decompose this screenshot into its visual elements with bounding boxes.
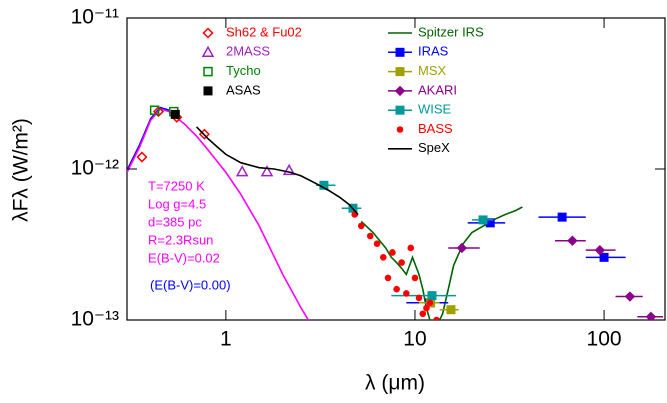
annotation: d=385 pc (148, 214, 202, 229)
marker (403, 290, 410, 297)
annotation: (E(B-V)=0.00) (150, 277, 231, 292)
x-axis-label: λ (μm) (365, 372, 425, 395)
marker (282, 163, 296, 176)
marker (645, 311, 657, 320)
legend-label: Spitzer IRS (418, 24, 484, 39)
marker (384, 274, 392, 282)
marker (427, 291, 437, 301)
model-curve (127, 107, 310, 320)
marker (149, 105, 160, 115)
legend-label: BASS (418, 121, 453, 136)
marker (433, 316, 440, 320)
annotation: E(B-V)=0.02 (148, 250, 220, 265)
marker (411, 274, 419, 282)
y-tick-label: 10⁻¹¹ (71, 6, 119, 29)
marker (260, 165, 274, 177)
legend-label: SpeX (418, 140, 450, 155)
y-tick-label: 10⁻¹³ (71, 308, 119, 331)
marker (373, 240, 381, 248)
legend-label: IRAS (418, 44, 449, 59)
x-tick-label: 1 (220, 328, 232, 351)
marker (415, 294, 423, 302)
legend-label: AKARI (418, 82, 457, 97)
marker (396, 126, 404, 133)
marker (407, 244, 415, 252)
x-tick-label: 100 (587, 328, 622, 351)
y-axis-label: λFλ (W/m²) (10, 118, 33, 222)
marker (426, 299, 434, 307)
legend-label: Sh62 & Fu02 (226, 24, 302, 39)
marker (201, 45, 215, 58)
marker (446, 305, 456, 315)
marker (419, 310, 427, 318)
marker (594, 244, 606, 256)
marker (599, 252, 609, 262)
plot-area (127, 105, 664, 320)
marker (395, 47, 405, 57)
model-curve (127, 106, 170, 171)
legend-label: Tycho (226, 63, 261, 78)
data-line (360, 206, 523, 320)
legend-label: MSX (418, 63, 447, 78)
marker (394, 85, 406, 97)
marker (398, 259, 405, 266)
data-line (196, 126, 359, 216)
marker (393, 285, 400, 293)
marker (235, 165, 249, 177)
marker (170, 109, 180, 119)
y-tick-label: 10⁻¹² (71, 157, 119, 180)
marker (423, 304, 430, 312)
marker (395, 105, 405, 115)
marker (456, 242, 468, 254)
x-tick-label: 10 (403, 328, 426, 351)
marker (203, 66, 213, 77)
marker (366, 232, 374, 240)
marker (152, 106, 165, 118)
annotation: R=2.3Rsun (148, 232, 213, 247)
marker (624, 291, 636, 302)
marker (395, 67, 405, 77)
marker (557, 212, 567, 222)
marker (567, 235, 578, 246)
marker (136, 151, 148, 163)
marker (357, 222, 365, 230)
plot-frame (126, 17, 666, 321)
marker (380, 254, 387, 261)
marker (203, 86, 213, 96)
annotation: T=7250 K (148, 178, 205, 193)
annotation: Log g=4.5 (148, 196, 206, 211)
marker (389, 249, 396, 256)
legend-label: WISE (418, 102, 452, 117)
marker (478, 215, 488, 225)
legend-label: 2MASS (226, 44, 270, 59)
legend-label: ASAS (226, 82, 261, 97)
marker (202, 27, 214, 39)
